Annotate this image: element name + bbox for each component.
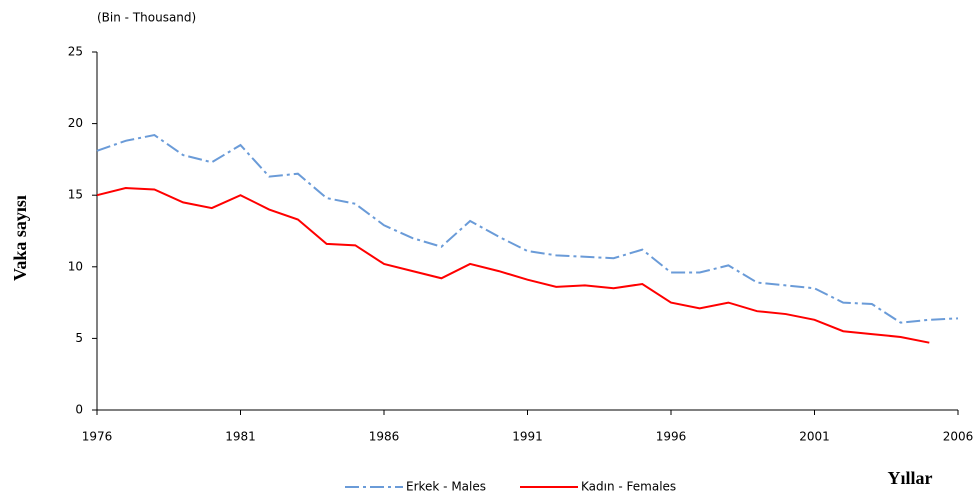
x-tick-label: 1996: [656, 430, 687, 444]
x-tick-label: 2006: [943, 430, 974, 444]
y-tick-label: 25: [68, 45, 83, 59]
legend-label: Erkek - Males: [406, 480, 486, 494]
y-tick-label: 20: [68, 116, 83, 130]
legend-label: Kadın - Females: [581, 480, 676, 494]
x-tick-label: 1991: [512, 430, 543, 444]
line-series: [96, 187, 930, 344]
x-tick-label: 1976: [82, 430, 113, 444]
y-tick-label: 15: [68, 188, 83, 202]
y-tick-label: 0: [75, 403, 83, 417]
x-tick-label: 1986: [369, 430, 400, 444]
y-tick-label: 10: [68, 259, 83, 273]
line-series: [96, 133, 959, 324]
x-tick-label: 2001: [799, 430, 830, 444]
unit-label: (Bin - Thousand): [97, 11, 196, 25]
x-tick-label: 1981: [225, 430, 256, 444]
x-axis-title: Yıllar: [888, 468, 933, 488]
y-axis-title: Vaka sayısı: [10, 195, 30, 281]
y-tick-label: 5: [75, 331, 83, 345]
